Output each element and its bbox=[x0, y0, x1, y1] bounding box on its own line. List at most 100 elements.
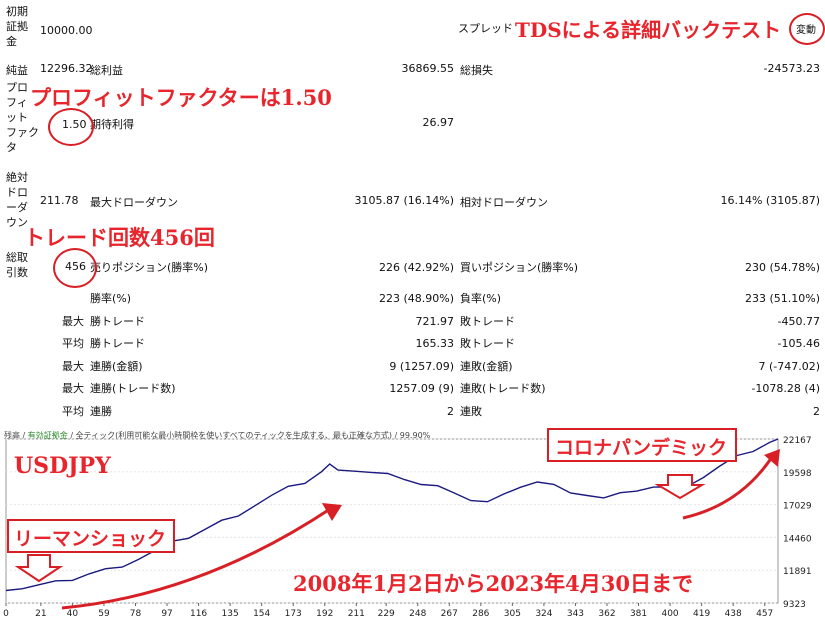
row-right-label: 敗トレード bbox=[460, 337, 515, 350]
abs-drawdown-value: 211.78 bbox=[40, 194, 79, 207]
legend-equity: 有効証拠金 bbox=[27, 431, 68, 440]
chart-legend: 残高 / 有効証拠金 / 全ティック(利用可能な最小時間枠を使いすべてのティック… bbox=[4, 431, 431, 440]
rel-drawdown-value: 16.14% (3105.87) bbox=[720, 194, 820, 207]
legend-quality: 99.90% bbox=[399, 431, 431, 440]
expected-payoff-value: 26.97 bbox=[422, 116, 455, 129]
x-tick-label: 211 bbox=[348, 609, 365, 619]
x-tick-label: 40 bbox=[67, 609, 79, 619]
balance-chart: 残高 / 有効証拠金 / 全ティック(利用可能な最小時間枠を使いすべてのティック… bbox=[0, 425, 825, 625]
net-profit-value: 12296.32 bbox=[40, 62, 93, 75]
annotation-profit-factor: プロフィットファクターは1.50 bbox=[30, 85, 332, 110]
x-tick-label: 229 bbox=[378, 609, 395, 619]
x-tick-label: 457 bbox=[756, 609, 773, 619]
row-left-label: 連勝(トレード数) bbox=[90, 382, 176, 395]
x-tick-label: 381 bbox=[630, 609, 647, 619]
gross-loss-value: -24573.23 bbox=[763, 62, 820, 75]
max-drawdown-label: 最大ドローダウン bbox=[90, 196, 178, 209]
short-positions-value: 226 (42.92%) bbox=[378, 261, 454, 274]
x-tick-label: 116 bbox=[190, 609, 207, 619]
row-prefix: 最大 bbox=[62, 315, 84, 328]
annotation-trade-count: トレード回数456回 bbox=[24, 225, 215, 250]
gross-profit-value: 36869.55 bbox=[401, 62, 455, 75]
spread-label: スプレッド bbox=[458, 22, 513, 35]
y-tick-label: 22167 bbox=[783, 436, 812, 446]
loss-rate-label: 負率(%) bbox=[460, 292, 502, 305]
x-tick-label: 59 bbox=[98, 609, 110, 619]
long-positions-value: 230 (54.78%) bbox=[744, 261, 820, 274]
row-prefix: 平均 bbox=[62, 405, 84, 418]
net-profit-label: 純益 bbox=[6, 64, 28, 77]
x-tick-label: 154 bbox=[253, 609, 270, 619]
trend-arrow-head bbox=[322, 503, 342, 521]
row-left-value: 165.33 bbox=[415, 337, 455, 350]
covid-down-arrow bbox=[654, 474, 706, 500]
row-right-value: -105.46 bbox=[777, 337, 820, 350]
x-tick-label: 400 bbox=[661, 609, 678, 619]
x-tick-label: 419 bbox=[693, 609, 710, 619]
initial-deposit-label: 初期 証拠 金 bbox=[6, 5, 28, 48]
row-right-label: 連敗(金額) bbox=[460, 360, 513, 373]
gross-profit-label: 総利益 bbox=[90, 64, 123, 77]
row-right-label: 連敗 bbox=[460, 405, 482, 418]
short-positions-label: 売りポジション(勝率%) bbox=[90, 261, 209, 274]
y-tick-label: 17029 bbox=[783, 502, 812, 512]
row-right-value: -450.77 bbox=[777, 315, 820, 328]
annotation-period: 2008年1月2日から2023年4月30日まで bbox=[293, 571, 693, 596]
x-tick-label: 324 bbox=[535, 609, 552, 619]
win-rate-label: 勝率(%) bbox=[90, 292, 132, 305]
row-prefix: 最大 bbox=[62, 360, 84, 373]
x-tick-label: 343 bbox=[567, 609, 584, 619]
row-prefix: 平均 bbox=[62, 337, 84, 350]
spread-highlight-circle bbox=[789, 13, 825, 45]
row-left-label: 勝トレード bbox=[90, 337, 145, 350]
x-tick-label: 78 bbox=[130, 609, 142, 619]
x-tick-label: 0 bbox=[3, 609, 9, 619]
row-left-value: 9 (1257.09) bbox=[389, 360, 454, 373]
x-tick-label: 362 bbox=[598, 609, 615, 619]
lehman-label-box: リーマンショック bbox=[7, 519, 175, 553]
abs-drawdown-label: 絶対 ドロ ーダ ウン bbox=[6, 171, 28, 229]
total-trades-label: 総取 引数 bbox=[6, 251, 28, 279]
spread-value: 変動 bbox=[796, 25, 816, 36]
legend-mode: 全ティック(利用可能な最小時間枠を使いすべてのティックを生成する、最も正確な方式… bbox=[75, 431, 392, 440]
balance-line bbox=[5, 438, 779, 592]
legend-balance: 残高 bbox=[4, 431, 20, 440]
expected-payoff-label: 期待利得 bbox=[90, 118, 134, 131]
x-tick-label: 286 bbox=[472, 609, 489, 619]
x-tick-label: 173 bbox=[285, 609, 302, 619]
x-tick-label: 438 bbox=[725, 609, 742, 619]
trades-highlight-circle bbox=[53, 248, 97, 288]
row-left-label: 連勝(金額) bbox=[90, 360, 143, 373]
lehman-down-arrow bbox=[14, 554, 64, 583]
annotation-lehman: リーマンショック bbox=[14, 528, 167, 550]
annotation-symbol: USDJPY bbox=[14, 453, 111, 479]
row-right-label: 敗トレード bbox=[460, 315, 515, 328]
row-right-value: -1078.28 (4) bbox=[751, 382, 820, 395]
initial-deposit-value: 10000.00 bbox=[40, 24, 93, 37]
long-positions-label: 買いポジション(勝率%) bbox=[460, 261, 579, 274]
x-tick-label: 97 bbox=[161, 609, 172, 619]
x-tick-label: 21 bbox=[35, 609, 46, 619]
x-tick-label: 135 bbox=[222, 609, 239, 619]
y-tick-label: 14460 bbox=[783, 534, 812, 544]
row-right-label: 連敗(トレード数) bbox=[460, 382, 546, 395]
row-left-value: 2 bbox=[447, 405, 454, 418]
x-tick-label: 305 bbox=[504, 609, 521, 619]
x-tick-label: 267 bbox=[441, 609, 458, 619]
row-right-value: 7 (-747.02) bbox=[758, 360, 820, 373]
row-right-value: 2 bbox=[813, 405, 820, 418]
y-tick-label: 11891 bbox=[783, 567, 812, 577]
row-left-label: 勝トレード bbox=[90, 315, 145, 328]
covid-label-box: コロナパンデミック bbox=[547, 428, 737, 462]
loss-rate-value: 233 (51.10%) bbox=[744, 292, 820, 305]
row-prefix: 最大 bbox=[62, 382, 84, 395]
x-tick-label: 248 bbox=[409, 609, 426, 619]
chart-plot: 22167 19598 17029 14460 11891 9323 0 21 40 59 78 97… bbox=[3, 436, 812, 619]
x-tick-label: 192 bbox=[316, 609, 333, 619]
annotation-title: TDSによる詳細バックテスト bbox=[515, 18, 782, 42]
annotation-covid: コロナパンデミック bbox=[555, 437, 727, 459]
profit-factor-highlight-circle bbox=[48, 108, 94, 146]
covid-trend-arrow-line bbox=[682, 456, 774, 520]
win-rate-value: 223 (48.90%) bbox=[378, 292, 454, 305]
y-tick-label: 19598 bbox=[783, 469, 812, 479]
